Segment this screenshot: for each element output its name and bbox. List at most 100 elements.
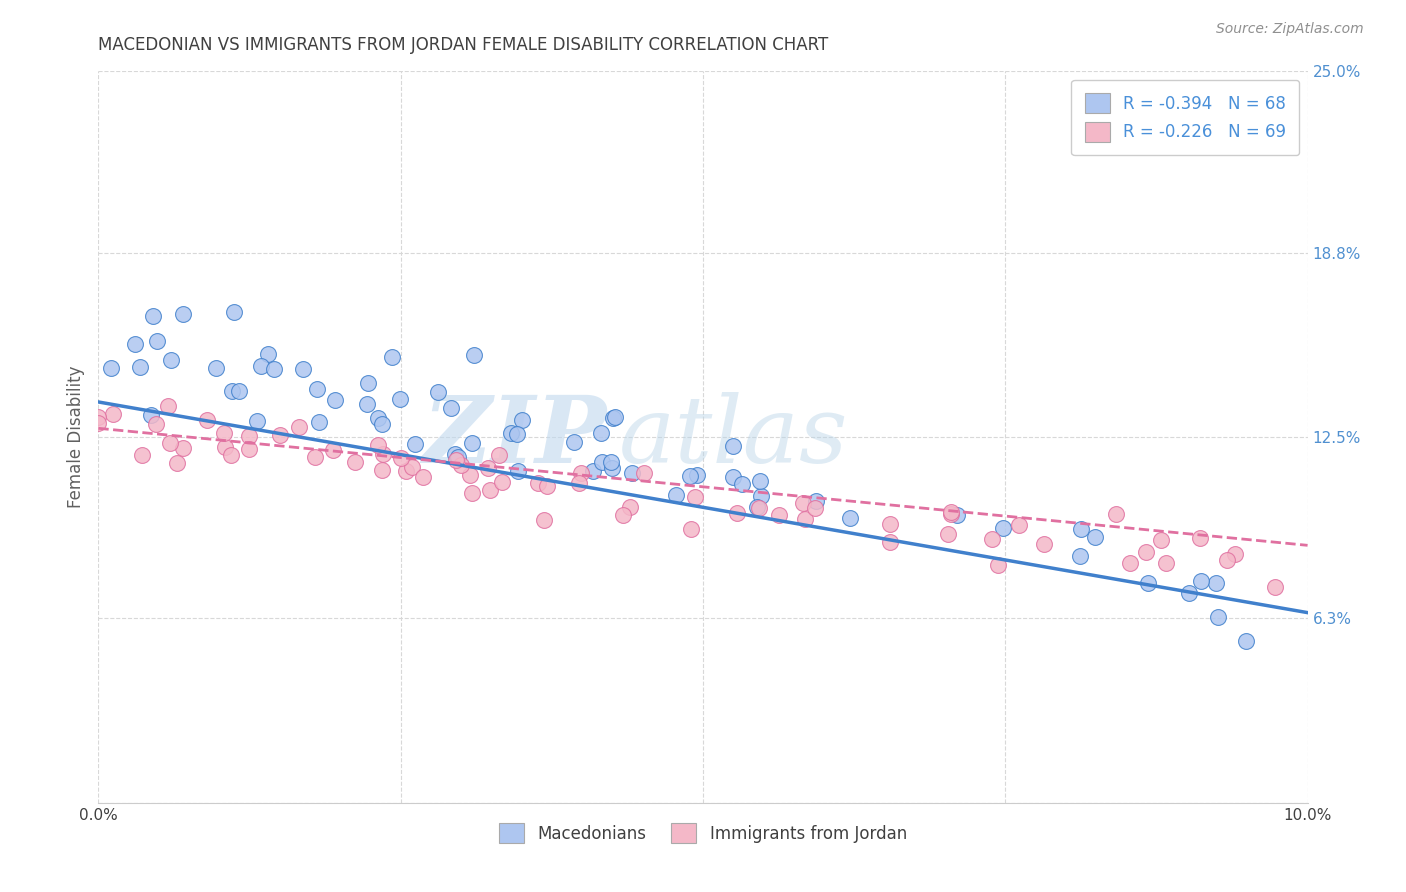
Point [804, 500, 827, 515]
Point [939, 505, 962, 519]
Point [768, 508, 790, 522]
Point [145, 334, 167, 349]
Point [141, 408, 163, 422]
Point [440, 401, 463, 415]
Point [1225, 547, 1247, 561]
Point [987, 558, 1010, 572]
Point [395, 464, 418, 478]
Legend: Macedonians, Immigrants from Jordan: Macedonians, Immigrants from Jordan [485, 810, 921, 856]
Point [269, 428, 291, 442]
Point [1215, 553, 1237, 567]
Point [159, 435, 181, 450]
Point [679, 469, 702, 483]
Point [1154, 556, 1177, 570]
Point [128, 360, 150, 375]
Point [794, 512, 817, 526]
Point [491, 475, 513, 489]
Point [681, 522, 703, 536]
Point [304, 450, 326, 465]
Point [602, 411, 624, 425]
Point [450, 458, 472, 472]
Point [195, 413, 218, 427]
Point [936, 527, 959, 541]
Text: Source: ZipAtlas.com: Source: ZipAtlas.com [1216, 22, 1364, 37]
Point [401, 460, 423, 475]
Point [683, 491, 706, 505]
Point [381, 351, 404, 365]
Point [157, 399, 180, 413]
Point [478, 483, 501, 498]
Point [246, 414, 269, 428]
Point [308, 415, 330, 429]
Text: ZIP: ZIP [422, 392, 606, 482]
Point [307, 382, 329, 396]
Point [288, 420, 311, 434]
Point [212, 425, 235, 440]
Point [721, 469, 744, 483]
Point [506, 464, 529, 478]
Point [1234, 633, 1257, 648]
Point [749, 474, 772, 488]
Point [721, 439, 744, 453]
Point [747, 500, 769, 514]
Point [101, 408, 124, 422]
Point [562, 435, 585, 450]
Point [533, 513, 555, 527]
Point [1135, 544, 1157, 558]
Point [389, 450, 412, 465]
Point [749, 489, 772, 503]
Point [1189, 574, 1212, 589]
Point [100, 361, 122, 376]
Point [388, 392, 411, 407]
Point [1205, 576, 1227, 591]
Point [219, 448, 242, 462]
Point [172, 442, 194, 456]
Point [1069, 549, 1091, 564]
Point [879, 517, 901, 532]
Point [591, 425, 613, 440]
Point [505, 427, 527, 442]
Point [991, 521, 1014, 535]
Point [612, 508, 634, 522]
Point [603, 410, 626, 425]
Point [370, 417, 392, 431]
Point [946, 508, 969, 523]
Text: MACEDONIAN VS IMMIGRANTS FROM JORDAN FEMALE DISABILITY CORRELATION CHART: MACEDONIAN VS IMMIGRANTS FROM JORDAN FEM… [98, 36, 828, 54]
Point [1178, 585, 1201, 599]
Point [446, 453, 468, 467]
Point [205, 361, 228, 376]
Point [214, 440, 236, 454]
Point [686, 467, 709, 482]
Point [463, 348, 485, 362]
Point [512, 412, 534, 426]
Point [460, 435, 482, 450]
Point [250, 359, 273, 374]
Point [356, 397, 378, 411]
Point [1032, 537, 1054, 551]
Point [238, 442, 260, 456]
Point [124, 336, 146, 351]
Point [160, 352, 183, 367]
Point [228, 384, 250, 398]
Point [87, 416, 110, 430]
Point [367, 438, 389, 452]
Point [980, 532, 1002, 546]
Point [569, 467, 592, 481]
Point [792, 495, 814, 509]
Point [600, 455, 623, 469]
Point [1206, 610, 1229, 624]
Point [488, 448, 510, 462]
Point [1084, 530, 1107, 544]
Point [1264, 580, 1286, 594]
Point [477, 461, 499, 475]
Point [633, 466, 655, 480]
Point [879, 535, 901, 549]
Y-axis label: Female Disability: Female Disability [66, 366, 84, 508]
Point [322, 442, 344, 457]
Point [222, 304, 245, 318]
Point [1070, 522, 1092, 536]
Point [87, 410, 110, 425]
Point [357, 376, 380, 391]
Point [145, 417, 167, 432]
Point [370, 463, 392, 477]
